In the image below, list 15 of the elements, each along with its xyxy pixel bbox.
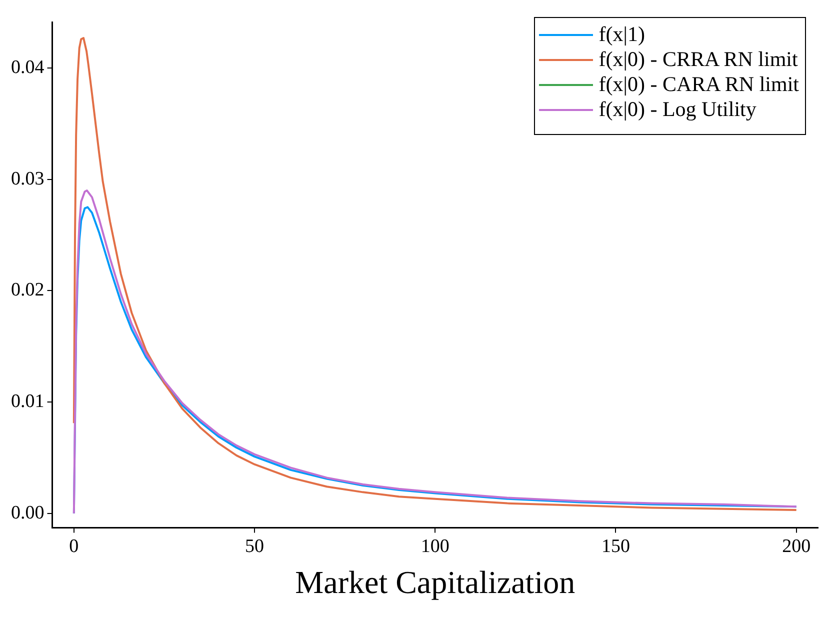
y-tick-label: 0.02: [11, 280, 44, 301]
x-tick-label: 0: [69, 536, 79, 558]
x-tick-label: 200: [782, 536, 811, 558]
x-axis-title: Market Capitalization: [295, 564, 576, 600]
y-tick-label: 0.03: [11, 168, 44, 190]
x-tick-label: 50: [245, 536, 264, 558]
y-tick-label: 0.04: [11, 57, 45, 78]
y-tick-label: 0.00: [11, 502, 44, 524]
legend-label: f(x|0) - Log Utility: [598, 97, 756, 122]
x-tick-label: 150: [601, 536, 630, 558]
y-tick-label: 0.01: [11, 390, 44, 412]
legend-label: f(x|0) - CARA RN limit: [598, 72, 799, 97]
legend-label: f(x|1): [598, 22, 645, 47]
legend-label: f(x|0) - CRRA RN limit: [598, 47, 798, 72]
x-tick-label: 100: [420, 536, 450, 558]
